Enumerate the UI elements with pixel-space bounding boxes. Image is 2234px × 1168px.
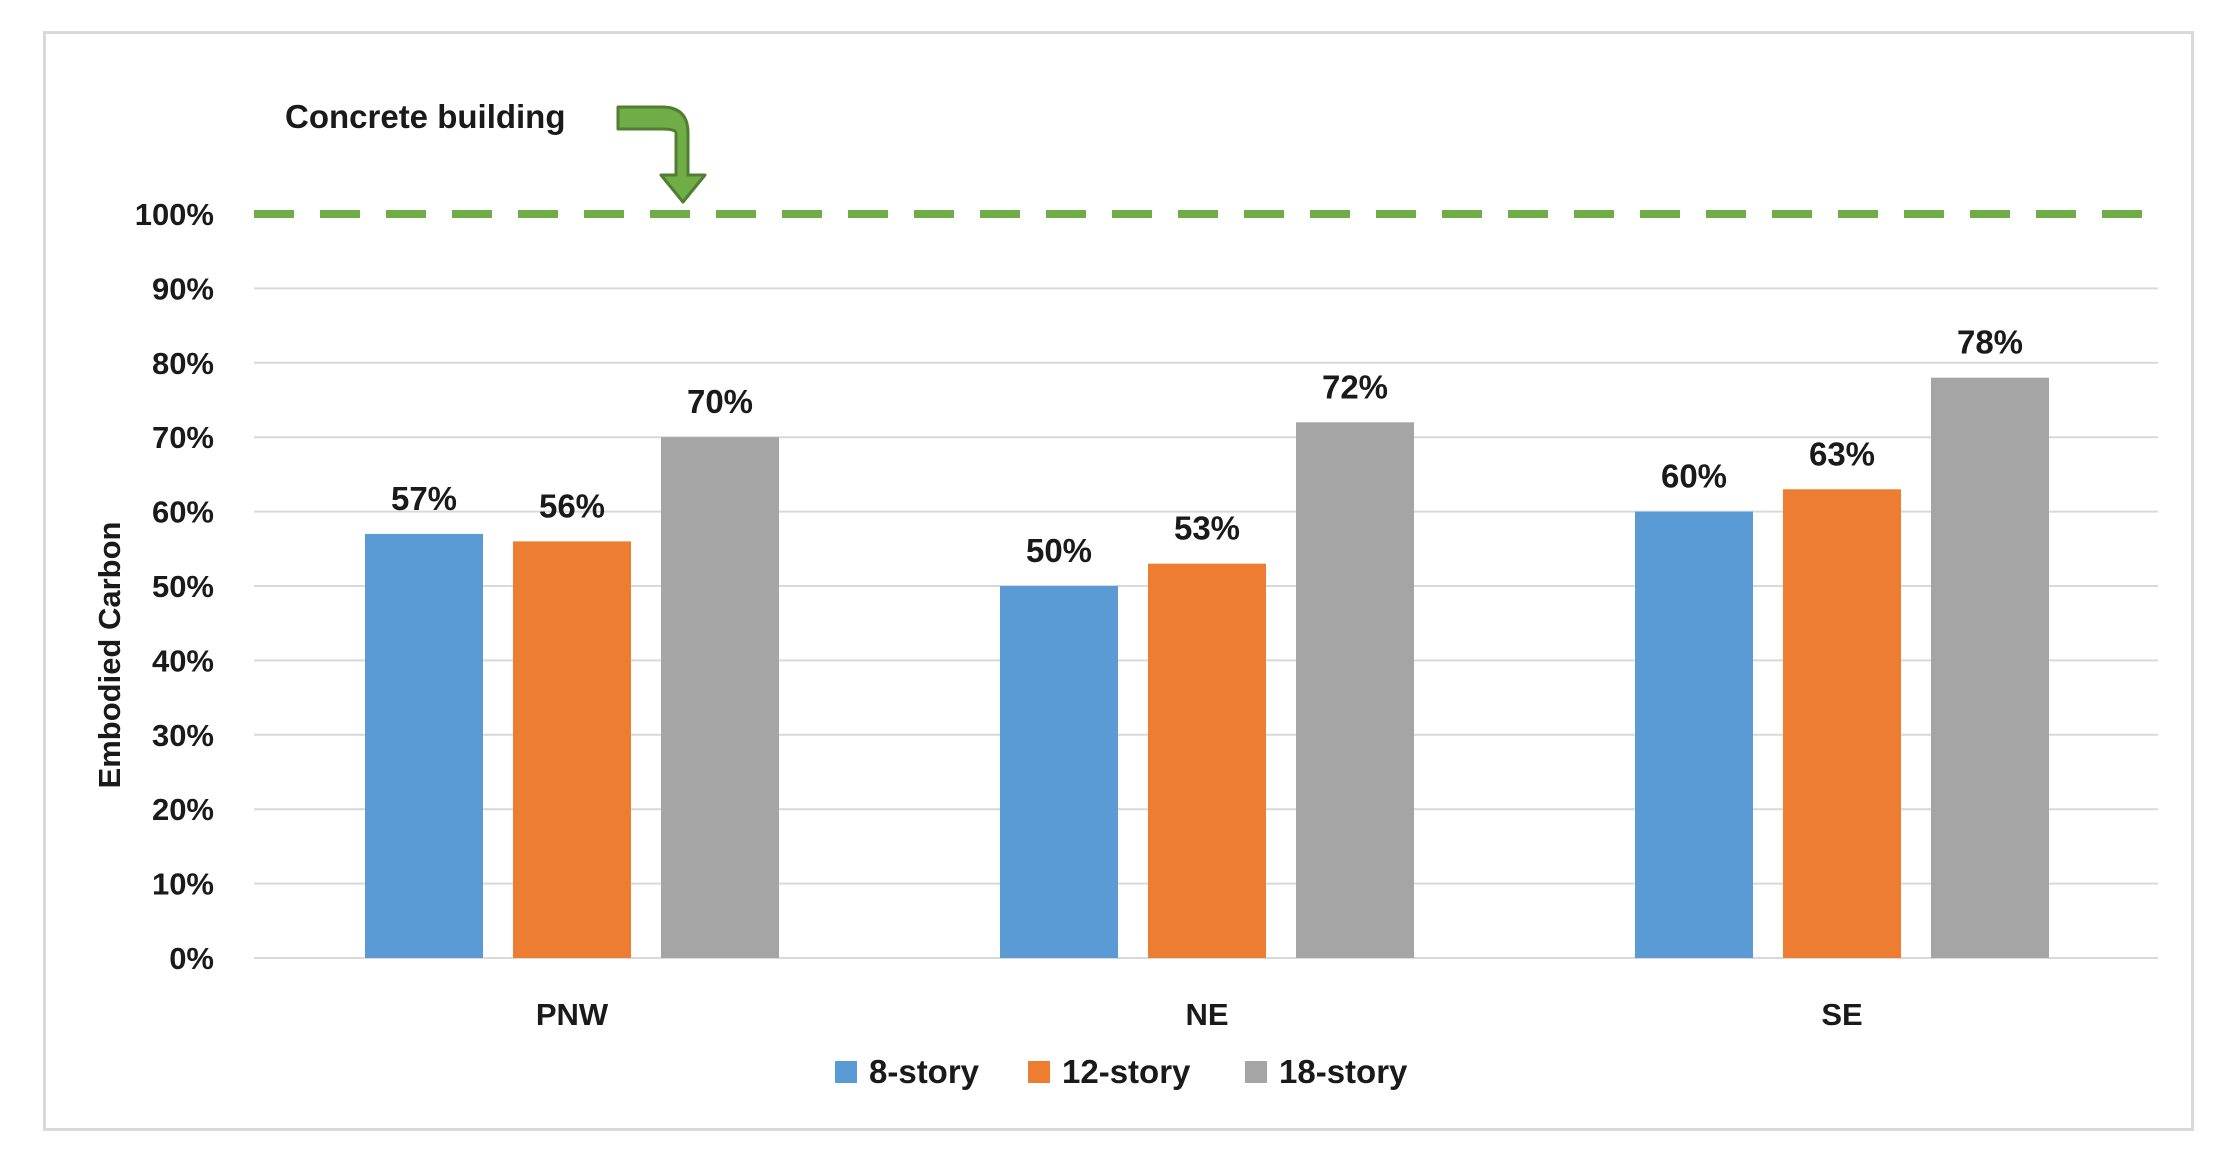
y-tick-label: 50% — [152, 569, 214, 604]
reference-annotation: Concrete building — [285, 98, 707, 204]
curved-arrow-icon — [616, 105, 707, 204]
legend: 8-story 12-story 18-story — [835, 1053, 1408, 1090]
bar — [1635, 511, 1753, 958]
data-label: 60% — [1661, 458, 1727, 495]
x-category-label: NE — [1185, 997, 1228, 1032]
data-label: 56% — [539, 487, 605, 524]
bar — [1931, 377, 2049, 958]
bar — [661, 437, 779, 958]
x-axis-categories: PNW NE SE — [536, 997, 1863, 1032]
y-tick-label: 100% — [135, 197, 214, 232]
y-tick-label: 0% — [169, 941, 214, 976]
legend-swatch — [1028, 1061, 1050, 1083]
y-tick-label: 60% — [152, 495, 214, 530]
y-tick-label: 30% — [152, 718, 214, 753]
y-axis-ticks: 0% 10% 20% 30% 40% 50% 60% 70% 80% 90% 100% — [135, 197, 214, 976]
bar — [1296, 422, 1414, 958]
legend-item: 12-story — [1028, 1053, 1191, 1090]
data-label: 63% — [1809, 435, 1875, 472]
legend-swatch — [835, 1061, 857, 1083]
y-tick-label: 70% — [152, 420, 214, 455]
legend-label: 8-story — [869, 1053, 980, 1090]
data-label: 57% — [391, 480, 457, 517]
y-tick-label: 40% — [152, 643, 214, 678]
data-labels: 57% 56% 70% 50% 53% 72% 60% 63% 78% — [391, 324, 2023, 569]
legend-item: 18-story — [1245, 1053, 1408, 1090]
x-category-label: PNW — [536, 997, 609, 1032]
bar — [365, 533, 483, 958]
y-tick-label: 20% — [152, 792, 214, 827]
y-tick-label: 10% — [152, 867, 214, 902]
y-axis-title: Embodied Carbon — [92, 522, 127, 789]
bars — [365, 377, 2049, 958]
legend-item: 8-story — [835, 1053, 980, 1090]
data-label: 53% — [1174, 510, 1240, 547]
legend-swatch — [1245, 1061, 1267, 1083]
data-label: 50% — [1026, 532, 1092, 569]
y-tick-label: 90% — [152, 271, 214, 306]
data-label: 70% — [687, 383, 753, 420]
bar — [1783, 489, 1901, 958]
bar — [1148, 563, 1266, 958]
reference-line-label: Concrete building — [285, 98, 566, 135]
bar — [513, 541, 631, 958]
data-label: 72% — [1322, 368, 1388, 405]
x-category-label: SE — [1821, 997, 1862, 1032]
data-label: 78% — [1957, 324, 2023, 361]
y-tick-label: 80% — [152, 346, 214, 381]
bar — [1000, 586, 1118, 958]
legend-label: 18-story — [1279, 1053, 1408, 1090]
legend-label: 12-story — [1062, 1053, 1191, 1090]
